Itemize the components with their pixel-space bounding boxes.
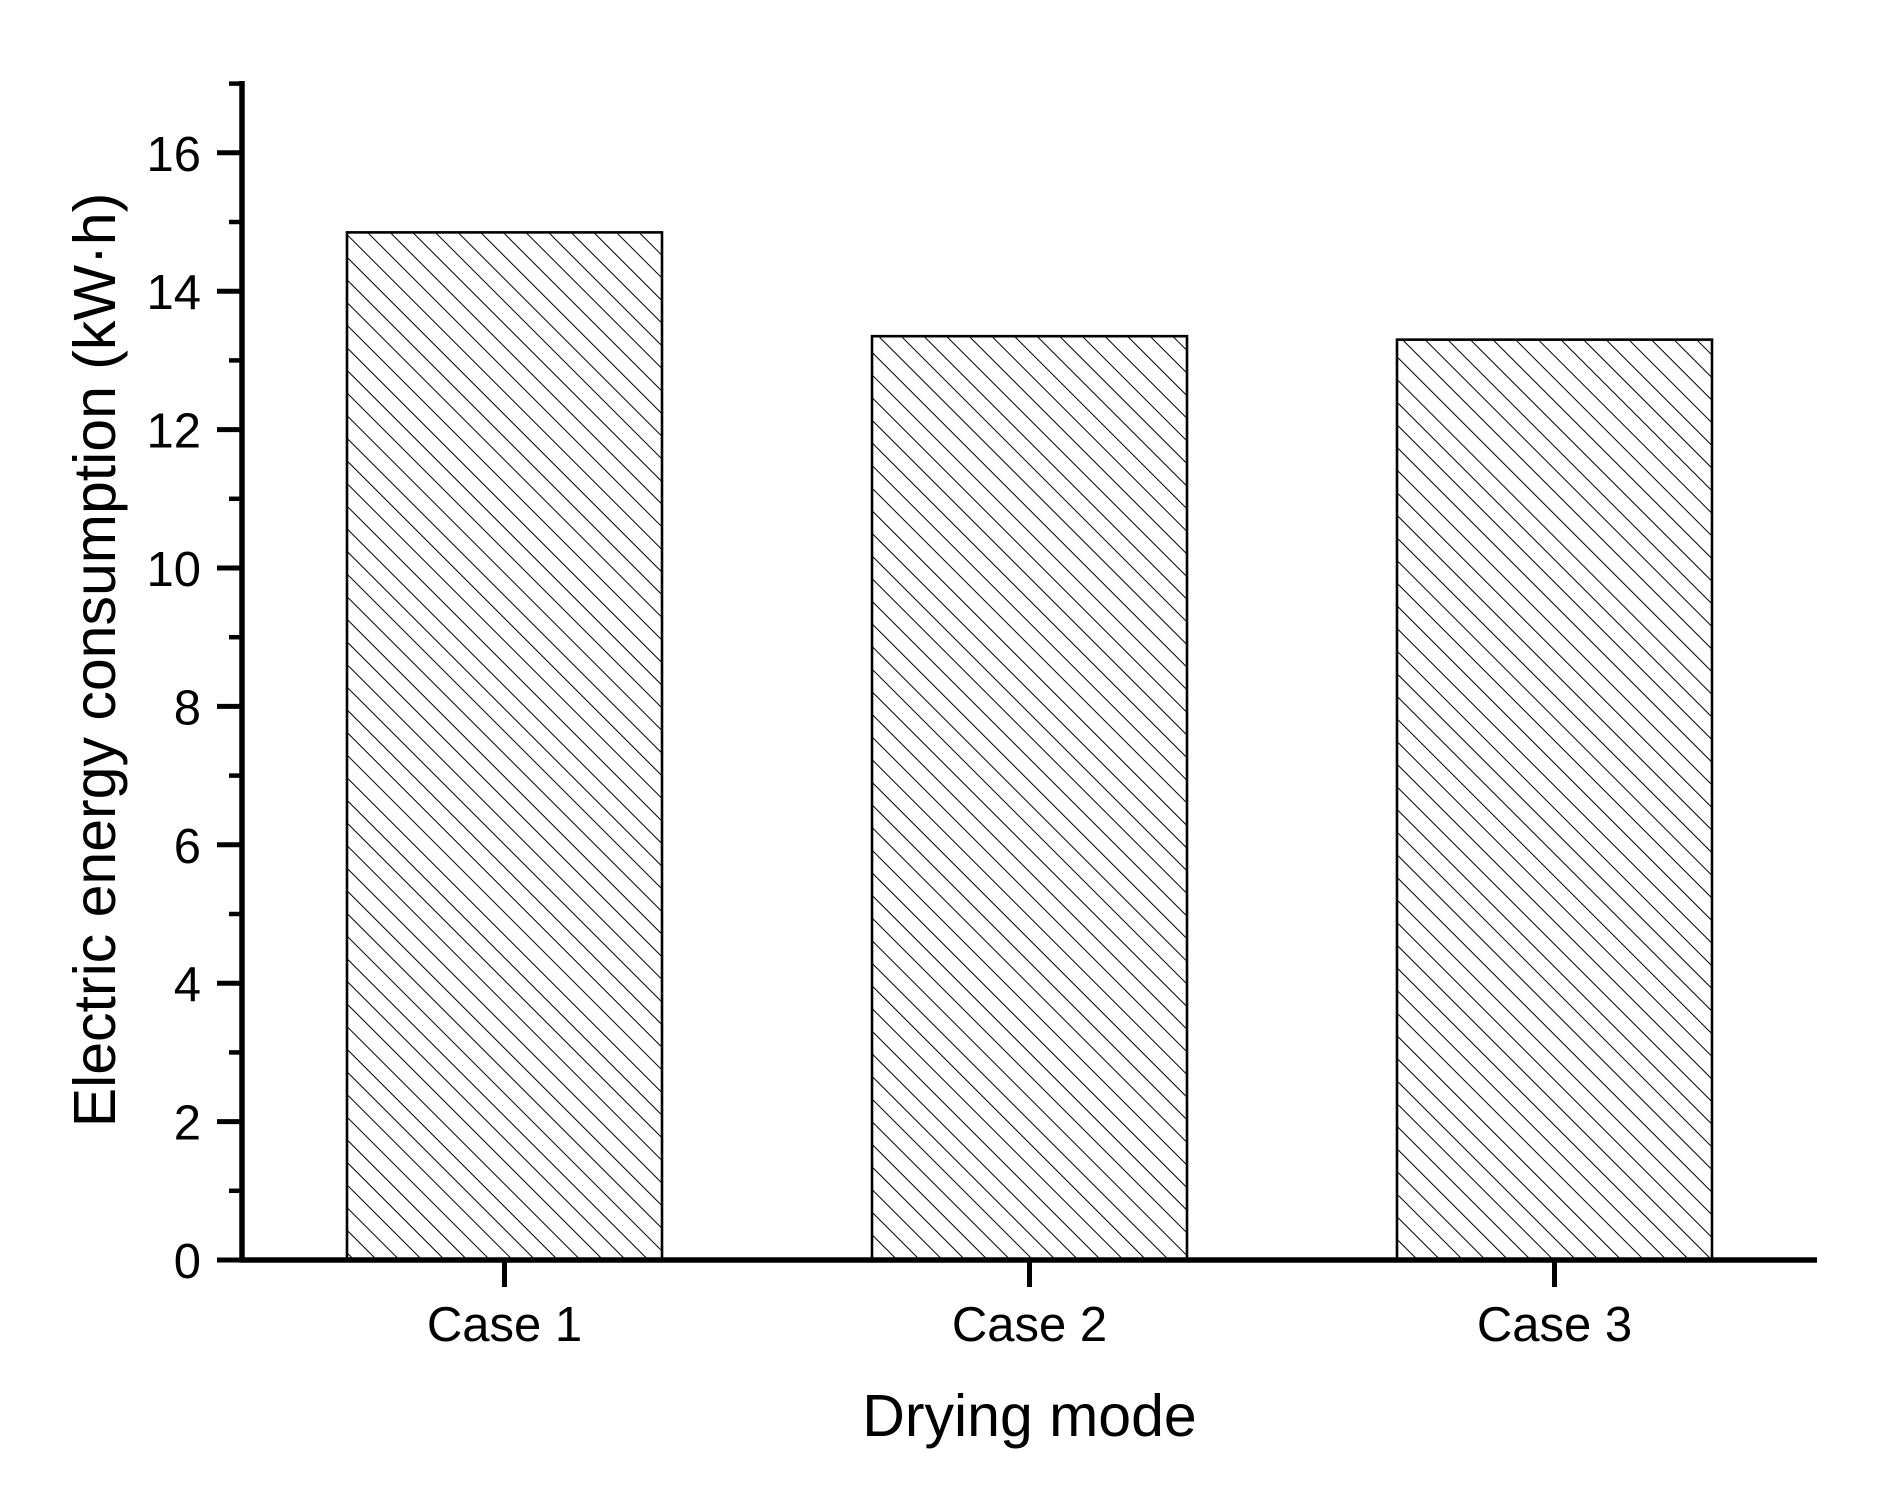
- x-tick-label-2: Case 2: [952, 1298, 1107, 1352]
- y-tick-label-0: 0: [174, 1235, 201, 1289]
- x-tick-label-3: Case 3: [1477, 1298, 1632, 1352]
- y-tick-label-4: 4: [174, 958, 201, 1012]
- bar-case-3: [1395, 338, 1714, 1262]
- y-axis: 0 2 4 6 8 10 12 14 16: [146, 81, 245, 1289]
- x-axis-title: Drying mode: [862, 1383, 1196, 1449]
- bars-group: [345, 231, 1714, 1262]
- y-tick-label-14: 14: [146, 266, 201, 320]
- y-tick-label-12: 12: [146, 405, 201, 459]
- bar-case-1: [345, 231, 664, 1262]
- y-ticks-group: 0 2 4 6 8 10 12 14 16: [146, 81, 242, 1289]
- x-tick-label-1: Case 1: [427, 1298, 582, 1352]
- y-tick-label-16: 16: [146, 128, 201, 182]
- bar-case-2: [870, 334, 1189, 1262]
- y-tick-label-2: 2: [174, 1097, 201, 1151]
- y-axis-title: Electric energy consumption (kW·h): [62, 193, 128, 1127]
- y-tick-label-10: 10: [146, 543, 201, 597]
- y-tick-label-6: 6: [174, 820, 201, 874]
- y-tick-label-8: 8: [174, 681, 201, 735]
- x-ticks-group: Case 1 Case 2 Case 3: [427, 1262, 1632, 1352]
- x-axis: Case 1 Case 2 Case 3: [239, 1257, 1817, 1352]
